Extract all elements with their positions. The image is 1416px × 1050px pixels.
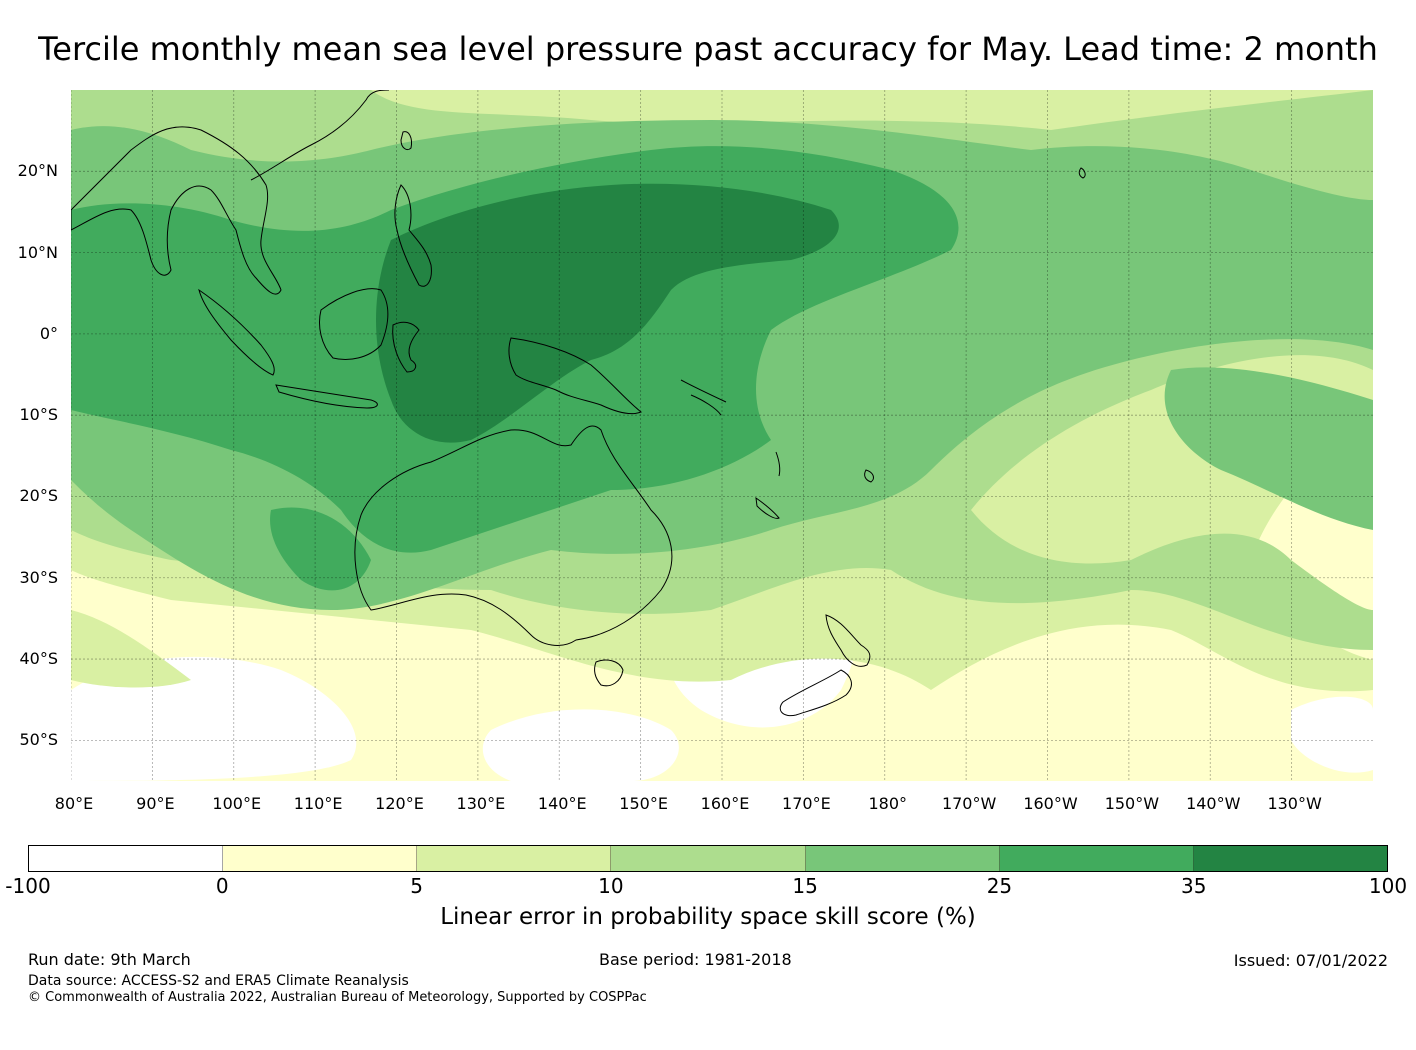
lon-label: 90°E <box>136 794 175 813</box>
lon-label: 150°E <box>619 794 668 813</box>
region-skill-negative-southwest <box>71 656 357 781</box>
region-skill-negative-se <box>1291 696 1373 773</box>
region-skill-5-10-south <box>71 610 191 688</box>
lon-label: 140°W <box>1186 794 1241 813</box>
lat-label: 30°S <box>19 567 58 587</box>
lon-label: 180° <box>868 794 908 813</box>
skill-map-svg <box>71 90 1373 781</box>
base-period: Base period: 1981-2018 <box>599 950 792 969</box>
coast-taiwan <box>400 131 412 151</box>
coast-borneo <box>319 288 389 360</box>
coast-java <box>275 384 378 409</box>
coast-fiji <box>864 469 874 483</box>
issued-date: Issued: 07/01/2022 <box>1233 951 1388 970</box>
lon-label: 170°E <box>782 794 831 813</box>
colorbar-segment <box>29 846 224 871</box>
lat-label: 10°N <box>17 242 58 262</box>
colorbar-tick-label: 10 <box>598 874 624 898</box>
colorbar-label: Linear error in probability space skill … <box>440 904 976 930</box>
coast-new-guinea <box>508 337 642 415</box>
coast-solomon-islands <box>680 379 727 416</box>
lat-label: 10°S <box>19 405 58 425</box>
coast-new-caledonia <box>755 496 780 519</box>
colorbar-segment <box>1193 846 1387 871</box>
lat-label: 20°S <box>19 486 58 506</box>
lon-label: 130°W <box>1267 794 1322 813</box>
colorbar-segment <box>999 846 1194 871</box>
coastlines <box>71 90 1086 717</box>
colorbar-tick-label: 25 <box>986 874 1013 898</box>
coast-australia <box>354 425 673 646</box>
colorbar-tick-label: 0 <box>215 874 229 898</box>
coast-china <box>250 90 390 181</box>
colorbar-tick-label: 35 <box>1180 874 1207 898</box>
colorbar-segment <box>805 846 1000 871</box>
lon-label: 100°E <box>212 794 262 813</box>
coast-vanuatu <box>775 451 781 477</box>
lon-label: 130°E <box>456 794 506 813</box>
coast-philippines <box>394 184 432 287</box>
skill-map <box>71 90 1373 781</box>
colorbar-tick-label: 5 <box>410 874 423 898</box>
lon-label: 160°E <box>700 794 750 813</box>
lon-label: 110°E <box>293 794 343 813</box>
region-skill-25-35-south <box>270 507 371 591</box>
coast-new-zealand-south <box>779 669 852 717</box>
colorbar-tick-label: 15 <box>792 874 818 898</box>
coast-tasmania <box>594 659 624 687</box>
gridlines <box>71 90 1373 781</box>
region-skill-negative-south <box>482 709 679 781</box>
data-source: Data source: ACCESS-S2 and ERA5 Climate … <box>28 973 409 989</box>
lon-label: 150°W <box>1104 794 1160 813</box>
copyright: © Commonwealth of Australia 2022, Austra… <box>28 990 647 1005</box>
coast-hawaii <box>1078 167 1086 179</box>
chart-title: Tercile monthly mean sea level pressure … <box>38 30 1378 68</box>
region-skill-15-25-east <box>1164 367 1373 530</box>
lon-label: 160°W <box>1023 794 1078 813</box>
colorbar <box>28 845 1388 872</box>
lon-label: 140°E <box>537 794 587 813</box>
coast-sulawesi <box>392 321 420 373</box>
colorbar-segment <box>223 846 418 871</box>
colorbar-segment <box>611 846 806 871</box>
lat-label: 0° <box>39 323 58 343</box>
lon-label: 120°E <box>375 794 424 813</box>
colorbar-tick-label: 100 <box>1368 874 1408 898</box>
lat-label: 50°S <box>19 730 58 750</box>
colorbar-tick-label: -100 <box>5 874 51 898</box>
colorbar-segment <box>417 846 612 871</box>
coast-asia-mainland <box>71 126 282 295</box>
lat-label: 40°S <box>19 649 58 669</box>
lon-label: 170°W <box>941 794 997 813</box>
region-skill-35-100 <box>376 183 839 443</box>
coast-new-zealand-north <box>825 614 871 667</box>
run-date: Run date: 9th March <box>28 950 191 969</box>
lat-label: 20°N <box>17 161 58 181</box>
coast-sumatra <box>198 288 275 376</box>
lon-label: 80°E <box>54 794 94 813</box>
